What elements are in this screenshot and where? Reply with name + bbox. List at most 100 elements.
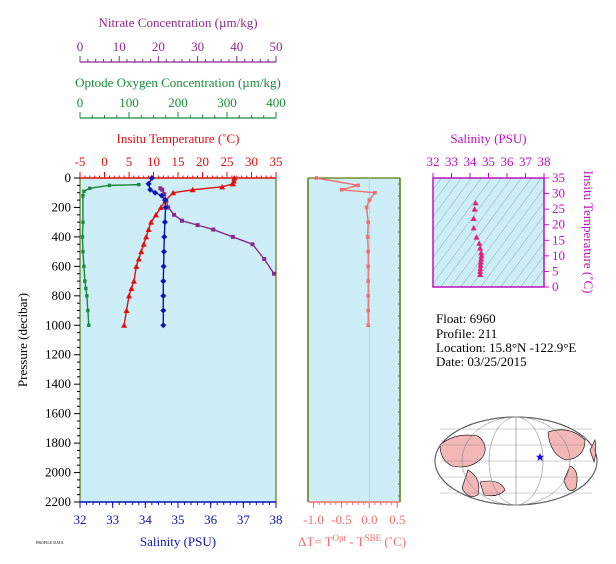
ts-density-contour	[480, 201, 544, 287]
pressure-axis-title: Pressure (decibar)	[15, 293, 30, 387]
salinity-tick-label: 32	[74, 512, 87, 527]
dt-axis-title-part: (˚C)	[381, 534, 406, 549]
nitrate-tick-label: 40	[230, 39, 243, 54]
temperature-tick-label: 15	[172, 154, 185, 169]
nitrate-point	[250, 242, 255, 247]
ts-salinity-tick-label: 38	[538, 154, 551, 169]
ts-salinity-tick-label: 34	[464, 154, 478, 169]
salinity-point	[148, 175, 155, 181]
nitrate-point	[195, 223, 200, 228]
nitrate-point	[162, 192, 167, 197]
nitrate-point	[160, 187, 165, 192]
nitrate-point	[272, 271, 277, 276]
temperature-point	[138, 248, 145, 255]
ts-point	[477, 268, 484, 274]
dt-axis-title-part: - T	[346, 534, 365, 549]
salinity-tick-label: 37	[237, 512, 251, 527]
temperature-tick-label: 35	[270, 154, 283, 169]
dt-point	[373, 190, 377, 195]
pressure-tick-label: 1600	[45, 406, 71, 421]
salinity-point	[145, 180, 152, 187]
ts-density-contour	[530, 268, 544, 287]
temperature-point	[140, 241, 147, 247]
pressure-tick-label: 400	[52, 229, 72, 244]
temperature-point	[170, 189, 177, 196]
ts-point	[477, 259, 484, 265]
nitrate-axis-title: Nitrate Concentration (µm/kg)	[98, 15, 257, 30]
temperature-point	[229, 180, 236, 187]
ts-temp-tick-label: 20	[552, 217, 565, 232]
temperature-tick-label: 0	[101, 154, 108, 169]
ts-temp-title: Insitu Temperature (˚C)	[581, 170, 596, 293]
oxygen-point	[83, 279, 87, 283]
oxygen-point	[82, 264, 86, 269]
oxygen-point	[137, 182, 141, 187]
dt-tick-label: 0.5	[389, 512, 405, 527]
oxygen-tick-label: 300	[217, 95, 237, 110]
ts-point	[471, 206, 478, 212]
ts-density-contour	[460, 178, 542, 287]
salinity-tick-label: 36	[204, 512, 218, 527]
salinity-tick-label: 38	[270, 512, 283, 527]
ts-salinity-tick-label: 35	[482, 154, 495, 169]
profile-plot-area	[80, 178, 276, 502]
ts-point	[477, 262, 484, 268]
ts-point	[472, 199, 479, 206]
oxygen-point	[107, 183, 112, 188]
salinity-point	[160, 307, 167, 314]
ts-salinity-tick-label: 33	[445, 154, 458, 169]
temperature-tick-label: 5	[126, 154, 133, 169]
dt-tick-label: -1.0	[303, 512, 324, 527]
nitrate-point	[211, 227, 216, 232]
temperature-point	[157, 204, 164, 210]
ts-density-contour	[440, 178, 522, 287]
salinity-point	[161, 197, 168, 204]
map-landmass	[563, 465, 578, 491]
temperature-point	[130, 278, 137, 284]
temperature-point	[152, 211, 159, 218]
dt-line	[316, 177, 377, 326]
temperature-point	[145, 226, 152, 233]
temperature-point	[126, 292, 132, 299]
ts-density-contour	[490, 214, 544, 287]
temperature-tick-label: 20	[196, 154, 209, 169]
ts-point	[470, 224, 477, 231]
oxygen-point	[81, 249, 85, 254]
dt-point	[366, 249, 371, 254]
pressure-tick-label: 600	[52, 258, 72, 273]
oxygen-point	[87, 323, 91, 327]
oxygen-tick-label: 0	[77, 95, 84, 110]
oxygen-point	[86, 308, 90, 313]
temperature-tick-label: 10	[147, 154, 160, 169]
temperature-tick-label: 25	[221, 154, 234, 169]
pressure-tick-label: 2000	[45, 465, 71, 480]
nitrate-point	[262, 257, 267, 261]
temperature-point	[231, 175, 238, 181]
temperature-tick-label: -5	[75, 154, 86, 169]
pressure-tick-label: 800	[52, 288, 72, 303]
nitrate-tick-label: 30	[191, 39, 204, 54]
oxygen-point	[81, 220, 85, 224]
oxygen-tick-label: 100	[119, 95, 139, 110]
salinity-tick-label: 34	[139, 512, 153, 527]
salinity-point	[152, 189, 159, 196]
ts-point	[470, 215, 477, 221]
dt-point	[366, 279, 371, 283]
salinity-point	[160, 292, 167, 299]
temperature-point	[128, 285, 135, 291]
location-label: Location: 15.8°N -122.9°E	[436, 340, 576, 355]
map-landmass	[439, 434, 486, 468]
ts-density-contour	[433, 178, 472, 231]
temperature-point	[135, 256, 142, 262]
ts-salinity-title: Salinity (PSU)	[450, 131, 526, 146]
footer-note: PROFILE DATA	[36, 540, 64, 545]
dt-plot-area	[308, 178, 400, 502]
oxygen-point	[82, 189, 86, 193]
map-landmass	[589, 439, 597, 463]
profile-label: Profile: 211	[436, 326, 497, 341]
ts-density-contour	[520, 255, 544, 287]
dt-point	[367, 198, 372, 202]
ts-density-contour	[433, 178, 492, 258]
ts-salinity-tick-label: 36	[501, 154, 515, 169]
